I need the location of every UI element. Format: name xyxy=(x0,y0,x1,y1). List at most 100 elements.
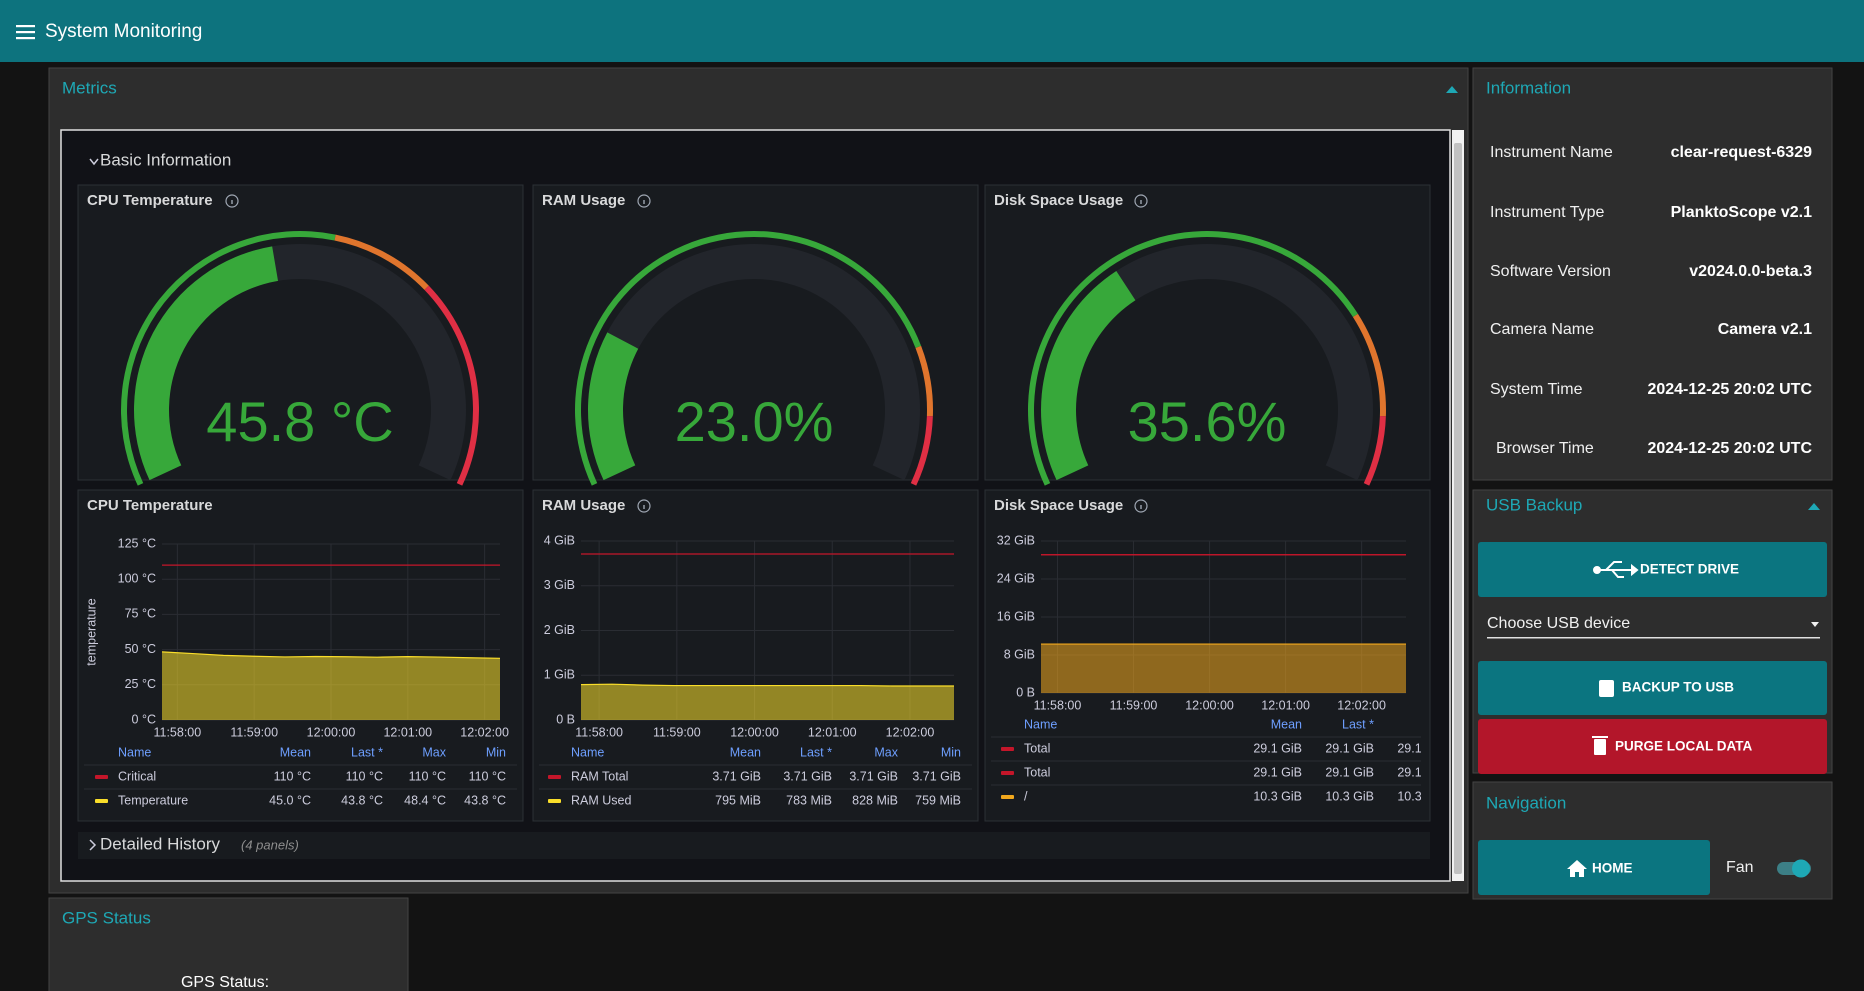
info-label: Software Version xyxy=(1490,263,1611,280)
y-tick-label: 32 GiB xyxy=(997,533,1035,547)
panel-title: Disk Space Usage xyxy=(994,497,1123,514)
series-area xyxy=(162,652,500,720)
x-tick-label: 12:02:00 xyxy=(1337,698,1386,712)
legend-header: Max xyxy=(874,745,898,759)
info-icon-bar xyxy=(231,200,232,204)
legend-stat: 29.1 GiB xyxy=(1253,765,1302,779)
info-label: Camera Name xyxy=(1490,321,1594,338)
button-label: BACKUP TO USB xyxy=(1622,680,1734,695)
legend-stat: 110 °C xyxy=(274,769,311,783)
legend-stat: 3.71 GiB xyxy=(849,769,898,783)
y-tick-label: 3 GiB xyxy=(544,578,575,592)
gauge-value-label: 23.0% xyxy=(675,390,834,453)
x-tick-label: 11:58:00 xyxy=(153,725,201,739)
info-icon-bar xyxy=(1140,505,1141,509)
legend-stat: 3.71 GiB xyxy=(912,769,961,783)
legend-header: Min xyxy=(941,745,961,759)
row-note: (4 panels) xyxy=(241,837,299,852)
series-area xyxy=(1041,644,1406,693)
info-icon-bar xyxy=(643,505,644,509)
panel-title: Metrics xyxy=(62,78,117,97)
backup-icon xyxy=(1599,680,1614,697)
row-title: Detailed History xyxy=(100,834,220,853)
scrollbar-thumb[interactable] xyxy=(1454,143,1462,874)
select-underline xyxy=(1487,637,1820,639)
x-tick-label: 12:01:00 xyxy=(383,725,432,739)
x-tick-label: 12:02:00 xyxy=(460,725,509,739)
info-value: 2024-12-25 20:02 UTC xyxy=(1647,440,1812,457)
x-tick-label: 11:59:00 xyxy=(230,725,278,739)
row-title: Basic Information xyxy=(100,150,231,169)
legend-name: Total xyxy=(1024,741,1050,755)
gauge-value-label: 35.6% xyxy=(1128,390,1287,453)
fan-toggle-thumb[interactable] xyxy=(1792,860,1810,878)
legend-stat: 48.4 °C xyxy=(404,793,446,807)
app-bar xyxy=(0,0,1864,62)
legend-stat: 29.1 GiB xyxy=(1253,741,1302,755)
x-tick-label: 11:59:00 xyxy=(653,725,701,739)
trash-icon-lid xyxy=(1592,736,1608,738)
info-icon-bar xyxy=(643,200,644,204)
y-tick-label: 125 °C xyxy=(118,536,156,550)
y-tick-label: 75 °C xyxy=(125,607,156,621)
legend-header: Last * xyxy=(351,745,383,759)
legend-marker xyxy=(548,799,561,803)
legend-header: Last * xyxy=(800,745,832,759)
select-placeholder[interactable]: Choose USB device xyxy=(1487,615,1630,632)
x-tick-label: 11:59:00 xyxy=(1110,698,1158,712)
y-tick-label: 8 GiB xyxy=(1004,647,1035,661)
legend-name: Total xyxy=(1024,765,1050,779)
y-tick-label: 100 °C xyxy=(118,571,156,585)
legend-stat: 43.8 °C xyxy=(341,793,383,807)
legend-name: Temperature xyxy=(118,793,188,807)
y-tick-label: 24 GiB xyxy=(997,571,1035,585)
legend-marker xyxy=(548,775,561,779)
x-tick-label: 12:02:00 xyxy=(886,725,935,739)
x-tick-label: 12:00:00 xyxy=(730,725,779,739)
panel-title: RAM Usage xyxy=(542,497,625,514)
info-value: Camera v2.1 xyxy=(1718,321,1812,338)
app-title: System Monitoring xyxy=(45,21,202,42)
legend-marker xyxy=(95,799,108,803)
legend-marker xyxy=(95,775,108,779)
menu-icon[interactable] xyxy=(16,25,35,39)
x-tick-label: 12:01:00 xyxy=(1261,698,1310,712)
y-tick-label: 0 B xyxy=(556,712,575,726)
legend-stat: 110 °C xyxy=(346,769,383,783)
legend-stat: 783 MiB xyxy=(786,793,832,807)
panel-title: Disk Space Usage xyxy=(994,192,1123,209)
legend-stat: 29.1 GiB xyxy=(1325,741,1374,755)
legend-header: Name xyxy=(118,745,151,759)
x-tick-label: 12:00:00 xyxy=(1185,698,1234,712)
y-axis-label: temperature xyxy=(84,598,98,665)
legend-stat: 759 MiB xyxy=(915,793,961,807)
y-tick-label: 16 GiB xyxy=(997,609,1035,623)
legend-stat: 43.8 °C xyxy=(464,793,506,807)
x-tick-label: 11:58:00 xyxy=(1034,698,1082,712)
legend-stat: 110 °C xyxy=(469,769,506,783)
panel-title: Navigation xyxy=(1486,793,1566,812)
gps-label: GPS Status: xyxy=(181,974,269,991)
info-value: 2024-12-25 20:02 UTC xyxy=(1647,381,1812,398)
legend-header: Min xyxy=(486,745,506,759)
legend-stat: 29.1 GiB xyxy=(1325,765,1374,779)
trash-icon xyxy=(1594,739,1606,755)
legend-stat: 3.71 GiB xyxy=(783,769,832,783)
info-label: Browser Time xyxy=(1496,440,1594,457)
legend-stat: 110 °C xyxy=(409,769,446,783)
legend-header: Max xyxy=(422,745,446,759)
y-tick-label: 25 °C xyxy=(125,677,156,691)
y-tick-label: 0 °C xyxy=(132,712,156,726)
legend-marker xyxy=(1001,771,1014,775)
legend-header: Last * xyxy=(1342,717,1374,731)
button-label: PURGE LOCAL DATA xyxy=(1615,739,1752,754)
legend-header: Name xyxy=(1024,717,1057,731)
gauge-value-label: 45.8 °C xyxy=(206,390,393,453)
info-value: clear-request-6329 xyxy=(1671,144,1813,161)
legend-stat: 828 MiB xyxy=(852,793,898,807)
info-value: v2024.0.0-beta.3 xyxy=(1689,263,1812,280)
x-tick-label: 11:58:00 xyxy=(575,725,623,739)
legend-stat: 10.3 GiB xyxy=(1253,789,1302,803)
x-tick-label: 12:01:00 xyxy=(808,725,857,739)
